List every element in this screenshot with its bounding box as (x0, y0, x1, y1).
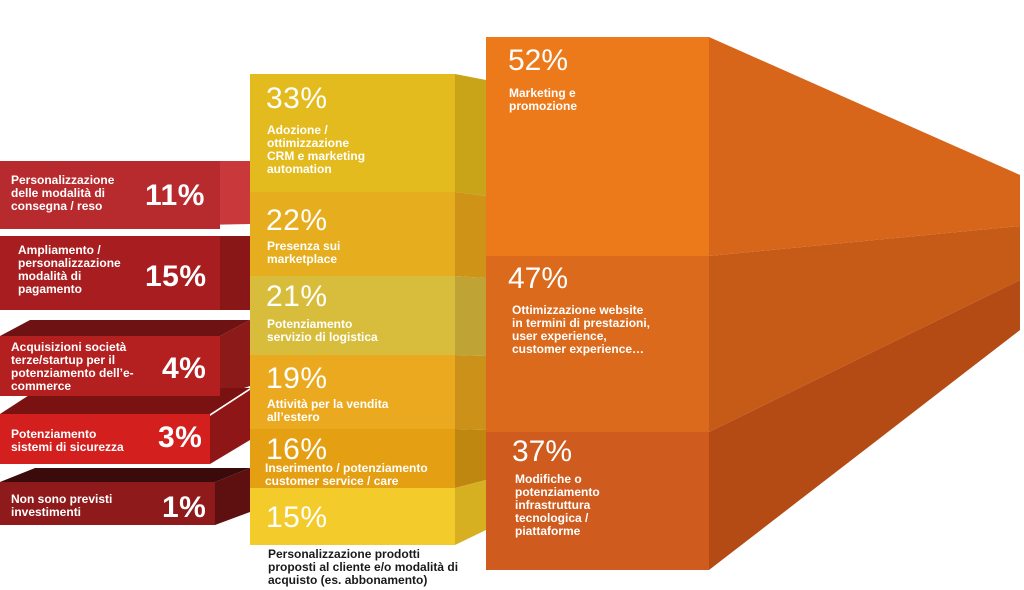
yellow-label-1: Adozione / ottimizzazione CRM e marketin… (267, 123, 366, 176)
red-value-4: 3% (158, 421, 203, 454)
red-bar-5-side (215, 468, 250, 525)
red-bar-4-side (210, 390, 250, 464)
red-label-3: Acquisizioni società terze/startup per i… (11, 340, 134, 393)
orange-bar-1-front (486, 37, 709, 256)
yellow-value-4: 19% (266, 362, 328, 395)
red-bar-5-front (0, 482, 215, 525)
yellow-bar-3-side (455, 276, 486, 356)
yellow-label-2: Presenza sui marketplace (267, 239, 341, 266)
yellow-bar-2-side (455, 192, 486, 278)
orange-bar-2-side (709, 226, 1020, 432)
red-bar-3-top (0, 320, 250, 336)
yellow-bar-6-front (250, 488, 455, 545)
red-value-5: 1% (162, 491, 207, 524)
yellow-value-1: 33% (266, 82, 328, 115)
yellow-label-4: Attività per la vendita all’estero (267, 397, 389, 424)
orange-bar-1-side (709, 37, 1020, 256)
orange-value-1: 52% (508, 44, 569, 77)
red-label-2: Ampliamento / personalizzazione modalità… (18, 243, 121, 296)
yellow-bar-4-front (250, 355, 455, 429)
red-label-4: Potenziamento sistemi di sicurezza (11, 427, 124, 454)
red-value-2: 15% (145, 260, 207, 293)
red-bar-2-front (0, 236, 220, 310)
yellow-value-5: 16% (266, 433, 328, 466)
yellow-bar-5-front (250, 429, 455, 488)
red-bar-5-top (0, 468, 250, 482)
yellow-bar-6-side (455, 480, 486, 545)
yellow-bar-5-side (455, 429, 486, 488)
red-bar-2-side (220, 236, 250, 310)
orange-value-3: 37% (512, 435, 573, 468)
yellow-value-6: 15% (266, 501, 328, 534)
orange-bar-3-side (709, 280, 1020, 570)
yellow-bar-1-front (250, 74, 455, 192)
yellow-bar-4-side (455, 355, 486, 430)
yellow-label-6: Personalizzazione prodotti proposti al c… (268, 547, 459, 587)
yellow-bar-1-side (455, 74, 486, 196)
orange-value-2: 47% (508, 262, 569, 295)
red-label-5: Non sono previsti investimenti (11, 492, 113, 519)
yellow-label-5: Inserimento / potenziamento customer ser… (265, 461, 428, 488)
red-value-3: 4% (162, 352, 207, 385)
orange-bar-2-front (486, 256, 709, 432)
yellow-label-3: Potenziamento servizio di logistica (267, 317, 378, 344)
red-bar-1-front (0, 161, 220, 229)
yellow-value-3: 21% (266, 280, 328, 313)
red-bar-3-side (220, 320, 250, 396)
orange-bar-3-front (486, 432, 709, 570)
yellow-value-2: 22% (266, 204, 328, 237)
yellow-bar-2-front (250, 192, 455, 276)
orange-label-3: Modifiche o potenziamento infrastruttura… (515, 472, 600, 538)
red-value-1: 11% (145, 179, 205, 212)
yellow-bar-3-front (250, 276, 455, 355)
red-label-1: Personalizzazione delle modalità di cons… (11, 173, 115, 213)
red-bar-4-front (0, 414, 210, 464)
orange-label-2: Ottimizzazione website in termini di pre… (512, 303, 651, 356)
orange-label-1: Marketing e promozione (509, 86, 577, 113)
red-bar-3-front (0, 336, 220, 396)
